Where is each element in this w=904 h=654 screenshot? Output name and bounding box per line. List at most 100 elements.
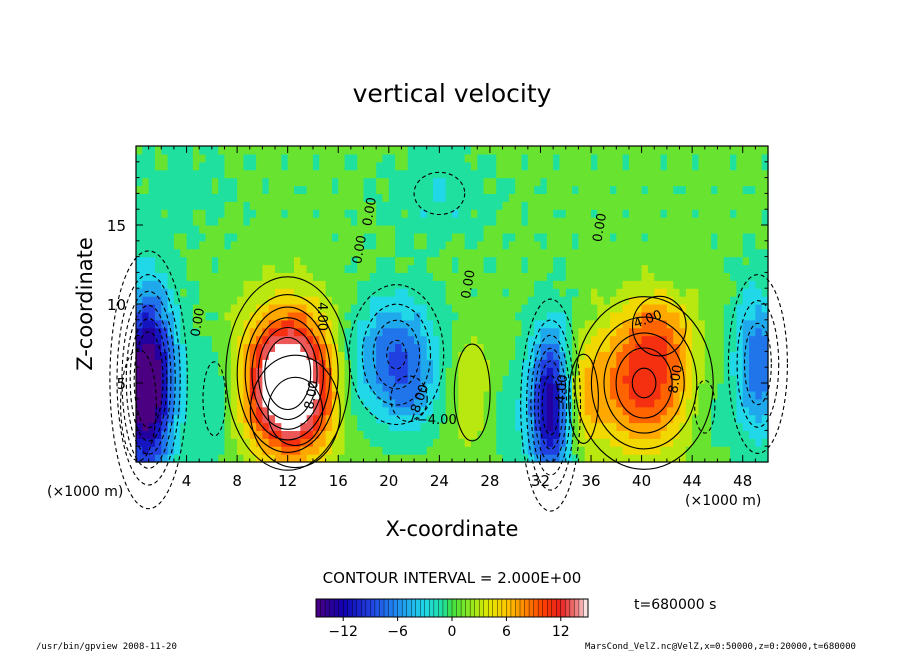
heatmap-cell (521, 161, 529, 171)
heatmap-cell (483, 248, 491, 258)
heatmap-cell (205, 319, 213, 329)
heatmap-cell (698, 390, 706, 400)
heatmap-cell (268, 264, 276, 273)
heatmap-cell (312, 280, 320, 289)
heatmap-cell (591, 351, 598, 360)
heatmap-cell (736, 193, 744, 202)
heatmap-cell (635, 311, 643, 321)
heatmap-cell (350, 169, 358, 179)
heatmap-cell (287, 398, 295, 408)
heatmap-cell (622, 217, 630, 226)
heatmap-cell (445, 209, 453, 218)
heatmap-cell (578, 335, 586, 345)
heatmap-cell (749, 359, 756, 368)
heatmap-cell (154, 438, 162, 447)
heatmap-cell (426, 201, 434, 210)
heatmap-cell (401, 288, 409, 297)
contour-line (257, 326, 318, 421)
heatmap-cell (572, 311, 579, 321)
heatmap-cell (382, 232, 390, 242)
heatmap-cell (445, 201, 453, 210)
heatmap-cell (527, 430, 535, 439)
heatmap-cell (483, 153, 491, 163)
heatmap-cell (654, 169, 662, 179)
heatmap-cell (584, 367, 592, 376)
heatmap-cell (433, 304, 440, 313)
heatmap-cell (458, 225, 466, 234)
heatmap-cell (761, 177, 769, 187)
contour-line (244, 306, 331, 441)
heatmap-cell (761, 335, 769, 345)
heatmap-cell (730, 383, 737, 392)
heatmap-cell (534, 414, 542, 424)
heatmap-cell (673, 422, 681, 431)
heatmap-cell (458, 430, 466, 439)
heatmap-cell (306, 146, 314, 155)
heatmap-cell (167, 209, 175, 218)
heatmap-cell (711, 359, 719, 368)
heatmap-cell (211, 351, 219, 360)
heatmap-cell (635, 406, 643, 416)
heatmap-cell (433, 201, 440, 210)
heatmap-cell (136, 430, 143, 439)
heatmap-cell (502, 446, 510, 455)
heatmap-cell (622, 367, 630, 376)
heatmap-cell (540, 256, 548, 266)
heatmap-cell (515, 146, 523, 155)
heatmap-cell (654, 311, 662, 321)
heatmap-cell (616, 146, 624, 155)
heatmap-cell (616, 390, 624, 400)
heatmap-cell (540, 146, 548, 155)
heatmap-cell (268, 296, 276, 305)
heatmap-cell (717, 264, 725, 273)
heatmap-cell (565, 256, 573, 266)
heatmap-cell (224, 359, 232, 368)
heatmap-cell (470, 398, 478, 408)
heatmap-cell (496, 272, 504, 281)
heatmap-cell (742, 319, 750, 329)
heatmap-cell (452, 161, 459, 171)
heatmap-cell (452, 319, 459, 329)
heatmap-cell (565, 398, 573, 408)
heatmap-cell (622, 414, 630, 424)
heatmap-cell (306, 319, 314, 329)
heatmap-cell (382, 280, 390, 289)
heatmap-cell (331, 280, 339, 289)
heatmap-cell (369, 383, 377, 392)
heatmap-cell (591, 398, 598, 408)
heatmap-cell (452, 225, 459, 234)
heatmap-cell (489, 177, 497, 187)
heatmap-cell (489, 454, 497, 463)
heatmap-cell (148, 146, 156, 155)
heatmap-cell (685, 454, 693, 463)
heatmap-cell (527, 414, 535, 424)
heatmap-cell (755, 438, 763, 447)
heatmap-cell (521, 256, 529, 266)
heatmap-cell (591, 240, 598, 250)
heatmap-cell (711, 327, 719, 337)
heatmap-cell (635, 414, 643, 424)
heatmap-cell (483, 454, 491, 463)
heatmap-cell (635, 383, 643, 392)
heatmap-cell (666, 430, 674, 439)
heatmap-cell (350, 177, 358, 187)
heatmap-cell (464, 169, 472, 179)
heatmap-cell (294, 319, 301, 329)
heatmap-cell (755, 177, 763, 187)
heatmap-cell (521, 193, 529, 202)
heatmap-cell (312, 288, 320, 297)
heatmap-cell (192, 153, 200, 163)
heatmap-cell (641, 414, 649, 424)
heatmap-cell (502, 280, 510, 289)
heatmap-cell (679, 225, 687, 234)
heatmap-cell (565, 343, 573, 352)
heatmap-cell (559, 422, 567, 431)
heatmap-cell (357, 438, 365, 447)
heatmap-cell (395, 169, 403, 179)
heatmap-cell (717, 414, 725, 424)
heatmap-cell (275, 446, 282, 455)
heatmap-cell (692, 398, 700, 408)
heatmap-cell (723, 351, 731, 360)
heatmap-cell (673, 367, 681, 376)
colorbar-segment (365, 598, 371, 618)
